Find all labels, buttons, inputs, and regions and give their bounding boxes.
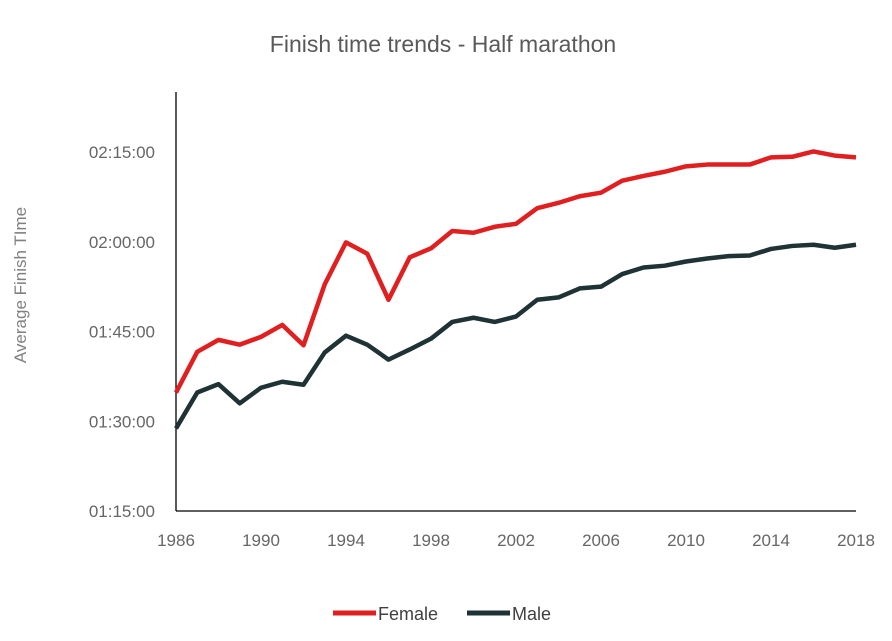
legend-label-male: Male — [512, 604, 551, 624]
chart-title: Finish time trends - Half marathon — [270, 31, 616, 57]
series-line-female — [174, 149, 857, 394]
legend: Female Male — [333, 604, 551, 624]
series-line-male — [174, 242, 857, 430]
x-tick-label: 2010 — [667, 531, 705, 550]
legend-label-female: Female — [378, 604, 438, 624]
x-tick-label: 1994 — [327, 531, 365, 550]
x-tick-labels: 1986 1990 1994 1998 2002 2006 2010 2014 2018 — [157, 531, 875, 550]
x-tick-label: 1990 — [242, 531, 280, 550]
legend-item-male: Male — [467, 604, 551, 624]
plot-area: 01:15:00 01:30:00 01:45:00 02:00:00 02:15:00… — [89, 92, 875, 550]
x-tick-label: 1986 — [157, 531, 195, 550]
x-tick-label: 1998 — [412, 531, 450, 550]
x-tick-label: 2002 — [497, 531, 535, 550]
y-tick-label: 01:15:00 — [89, 502, 155, 521]
y-tick-label: 02:00:00 — [89, 233, 155, 252]
x-tick-label: 2014 — [752, 531, 790, 550]
x-tick-label: 2018 — [837, 531, 875, 550]
legend-item-female: Female — [333, 604, 438, 624]
series-lines — [174, 149, 857, 430]
y-tick-label: 02:15:00 — [89, 143, 155, 162]
x-tick-label: 2006 — [582, 531, 620, 550]
y-axis-title: Average Finish TIme — [11, 207, 30, 363]
y-tick-label: 01:30:00 — [89, 412, 155, 431]
y-tick-label: 01:45:00 — [89, 323, 155, 342]
y-tick-labels: 01:15:00 01:30:00 01:45:00 02:00:00 02:15:00 — [89, 143, 155, 521]
